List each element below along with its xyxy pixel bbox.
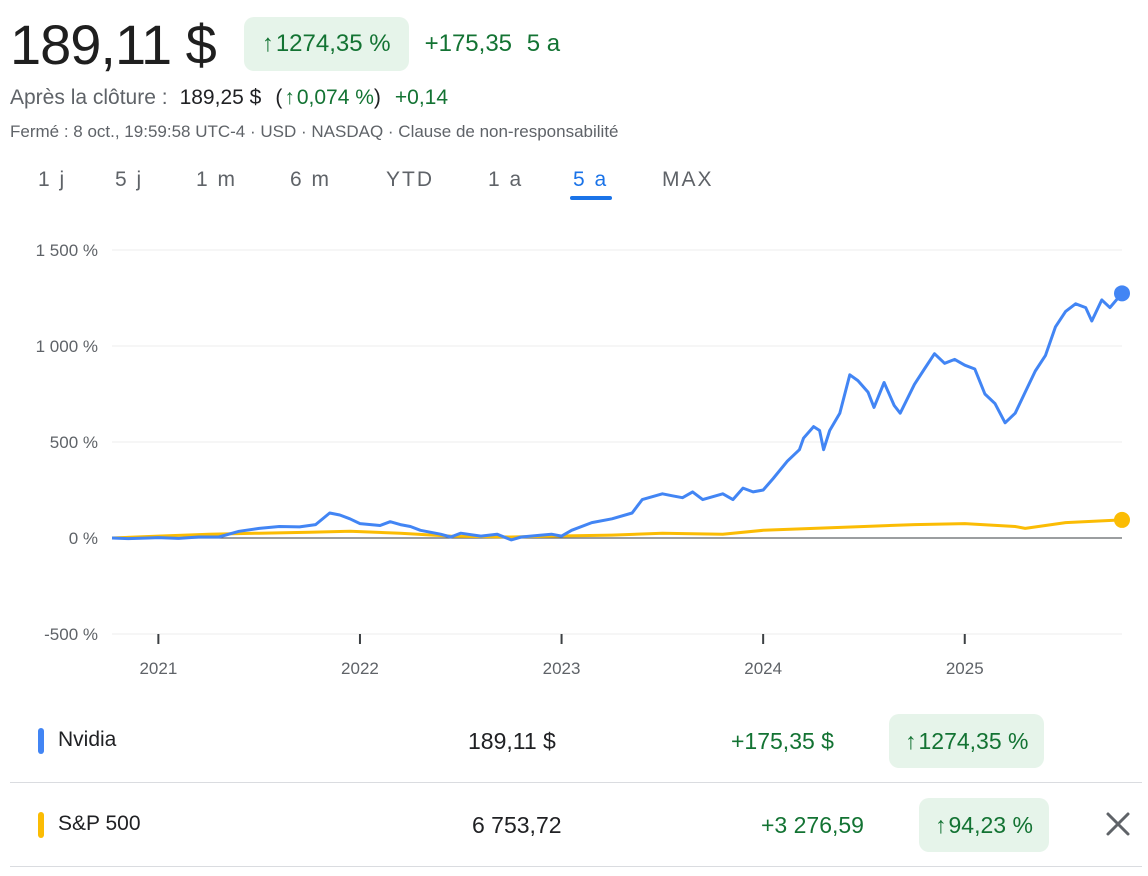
y-tick-label: 0 % [69,529,98,548]
chart-gridlines [112,249,1122,635]
after-hours-change-percent: (↑0,074 %) [275,86,381,109]
series-endpoint-s-p-500 [1114,511,1130,528]
legend-change-absolute: +175,35 $ [731,728,834,754]
after-hours-change-absolute: +0,14 [394,86,449,109]
tab-1d[interactable]: 1 j [38,168,67,191]
y-tick-label: 1 000 % [36,337,98,356]
after-hours-row: Après la clôture : 189,25 $ (↑0,074 %) +… [10,86,448,110]
legend-price: 6 753,72 [472,812,562,838]
y-tick-label: 500 % [50,433,98,452]
after-hours-change-percent-value: 0,074 % [296,86,374,109]
after-hours-price: 189,25 $ [179,86,262,109]
legend-change-percent: 94,23 % [948,811,1033,838]
y-axis: 1 500 % 1 000 % 500 % 0 % -500 % [36,241,98,644]
x-tick-label: 2024 [744,659,782,678]
legend-row-nvidia[interactable]: Nvidia 189,11 $ +175,35 $ ↑ 1274,35 % [10,700,1142,783]
legend-price: 189,11 $ [468,728,556,754]
tab-1m[interactable]: 1 m [196,168,238,191]
series-line-nvidia [111,292,1124,542]
change-percent-value: 1274,35 % [275,30,391,57]
x-tick-label: 2021 [139,659,177,678]
close-icon[interactable] [1100,806,1136,842]
legend-row-sp500[interactable]: S&P 500 6 753,72 +3 276,59 ↑ 94,23 % [10,784,1142,867]
y-tick-label: -500 % [44,625,98,644]
chart-series [111,285,1130,542]
tab-ytd[interactable]: YTD [386,168,434,191]
arrow-up-icon: ↑ [905,727,917,754]
range-tabs: 1 j 5 j 1 m 6 m YTD 1 a 5 a MAX [0,160,760,206]
series-color-swatch [38,728,44,754]
y-tick-label: 1 500 % [36,241,98,260]
exchange: NASDAQ [311,122,384,141]
current-price: 189,11 $ [10,12,217,76]
change-absolute: +175,35 5 a [425,30,560,58]
series-endpoint-nvidia [1114,285,1130,302]
legend-change-absolute: +3 276,59 [761,812,864,838]
active-tab-indicator [570,196,612,200]
arrow-up-icon: ↑ [935,811,947,838]
legend-name: Nvidia [58,728,117,751]
change-percent-badge: ↑ 1274,35 % [243,17,409,71]
disclaimer-link[interactable]: Clause de non-responsabilité [398,122,619,141]
arrow-up-icon: ↑ [261,30,274,57]
legend-name: S&P 500 [58,812,141,835]
legend-change-percent-badge: ↑ 1274,35 % [889,714,1045,768]
arrow-up-icon: ↑ [284,86,295,109]
after-hours-label: Après la clôture : [10,86,168,109]
series-line-s-p-500 [111,518,1123,540]
x-tick-label: 2025 [946,659,984,678]
market-status-line: Fermé : 8 oct., 19:59:58 UTC-4 · USD · N… [10,122,619,141]
x-tick-label: 2022 [341,659,379,678]
x-tick-label: 2023 [543,659,581,678]
change-period: 5 a [526,30,561,57]
closed-timestamp: Fermé : 8 oct., 19:59:58 UTC-4 [10,122,246,141]
tab-6m[interactable]: 6 m [290,168,332,191]
price-chart[interactable]: 1 500 %1 000 %500 %0 %-500 % 2021 2022 202… [0,226,1148,690]
tab-5y[interactable]: 5 a [573,168,609,191]
currency: USD [260,122,297,141]
legend-change-percent-badge: ↑ 94,23 % [919,798,1049,852]
price-header: 189,11 $ ↑ 1274,35 % +175,35 5 a [10,8,560,80]
change-absolute-value: +175,35 [424,30,513,57]
tab-5d[interactable]: 5 j [115,168,144,191]
tab-max[interactable]: MAX [662,168,714,191]
x-axis: 2021 2022 2023 2024 2025 [139,634,984,678]
series-color-swatch [38,812,44,838]
tab-1y[interactable]: 1 a [488,168,524,191]
legend-change-percent: 1274,35 % [918,727,1029,754]
